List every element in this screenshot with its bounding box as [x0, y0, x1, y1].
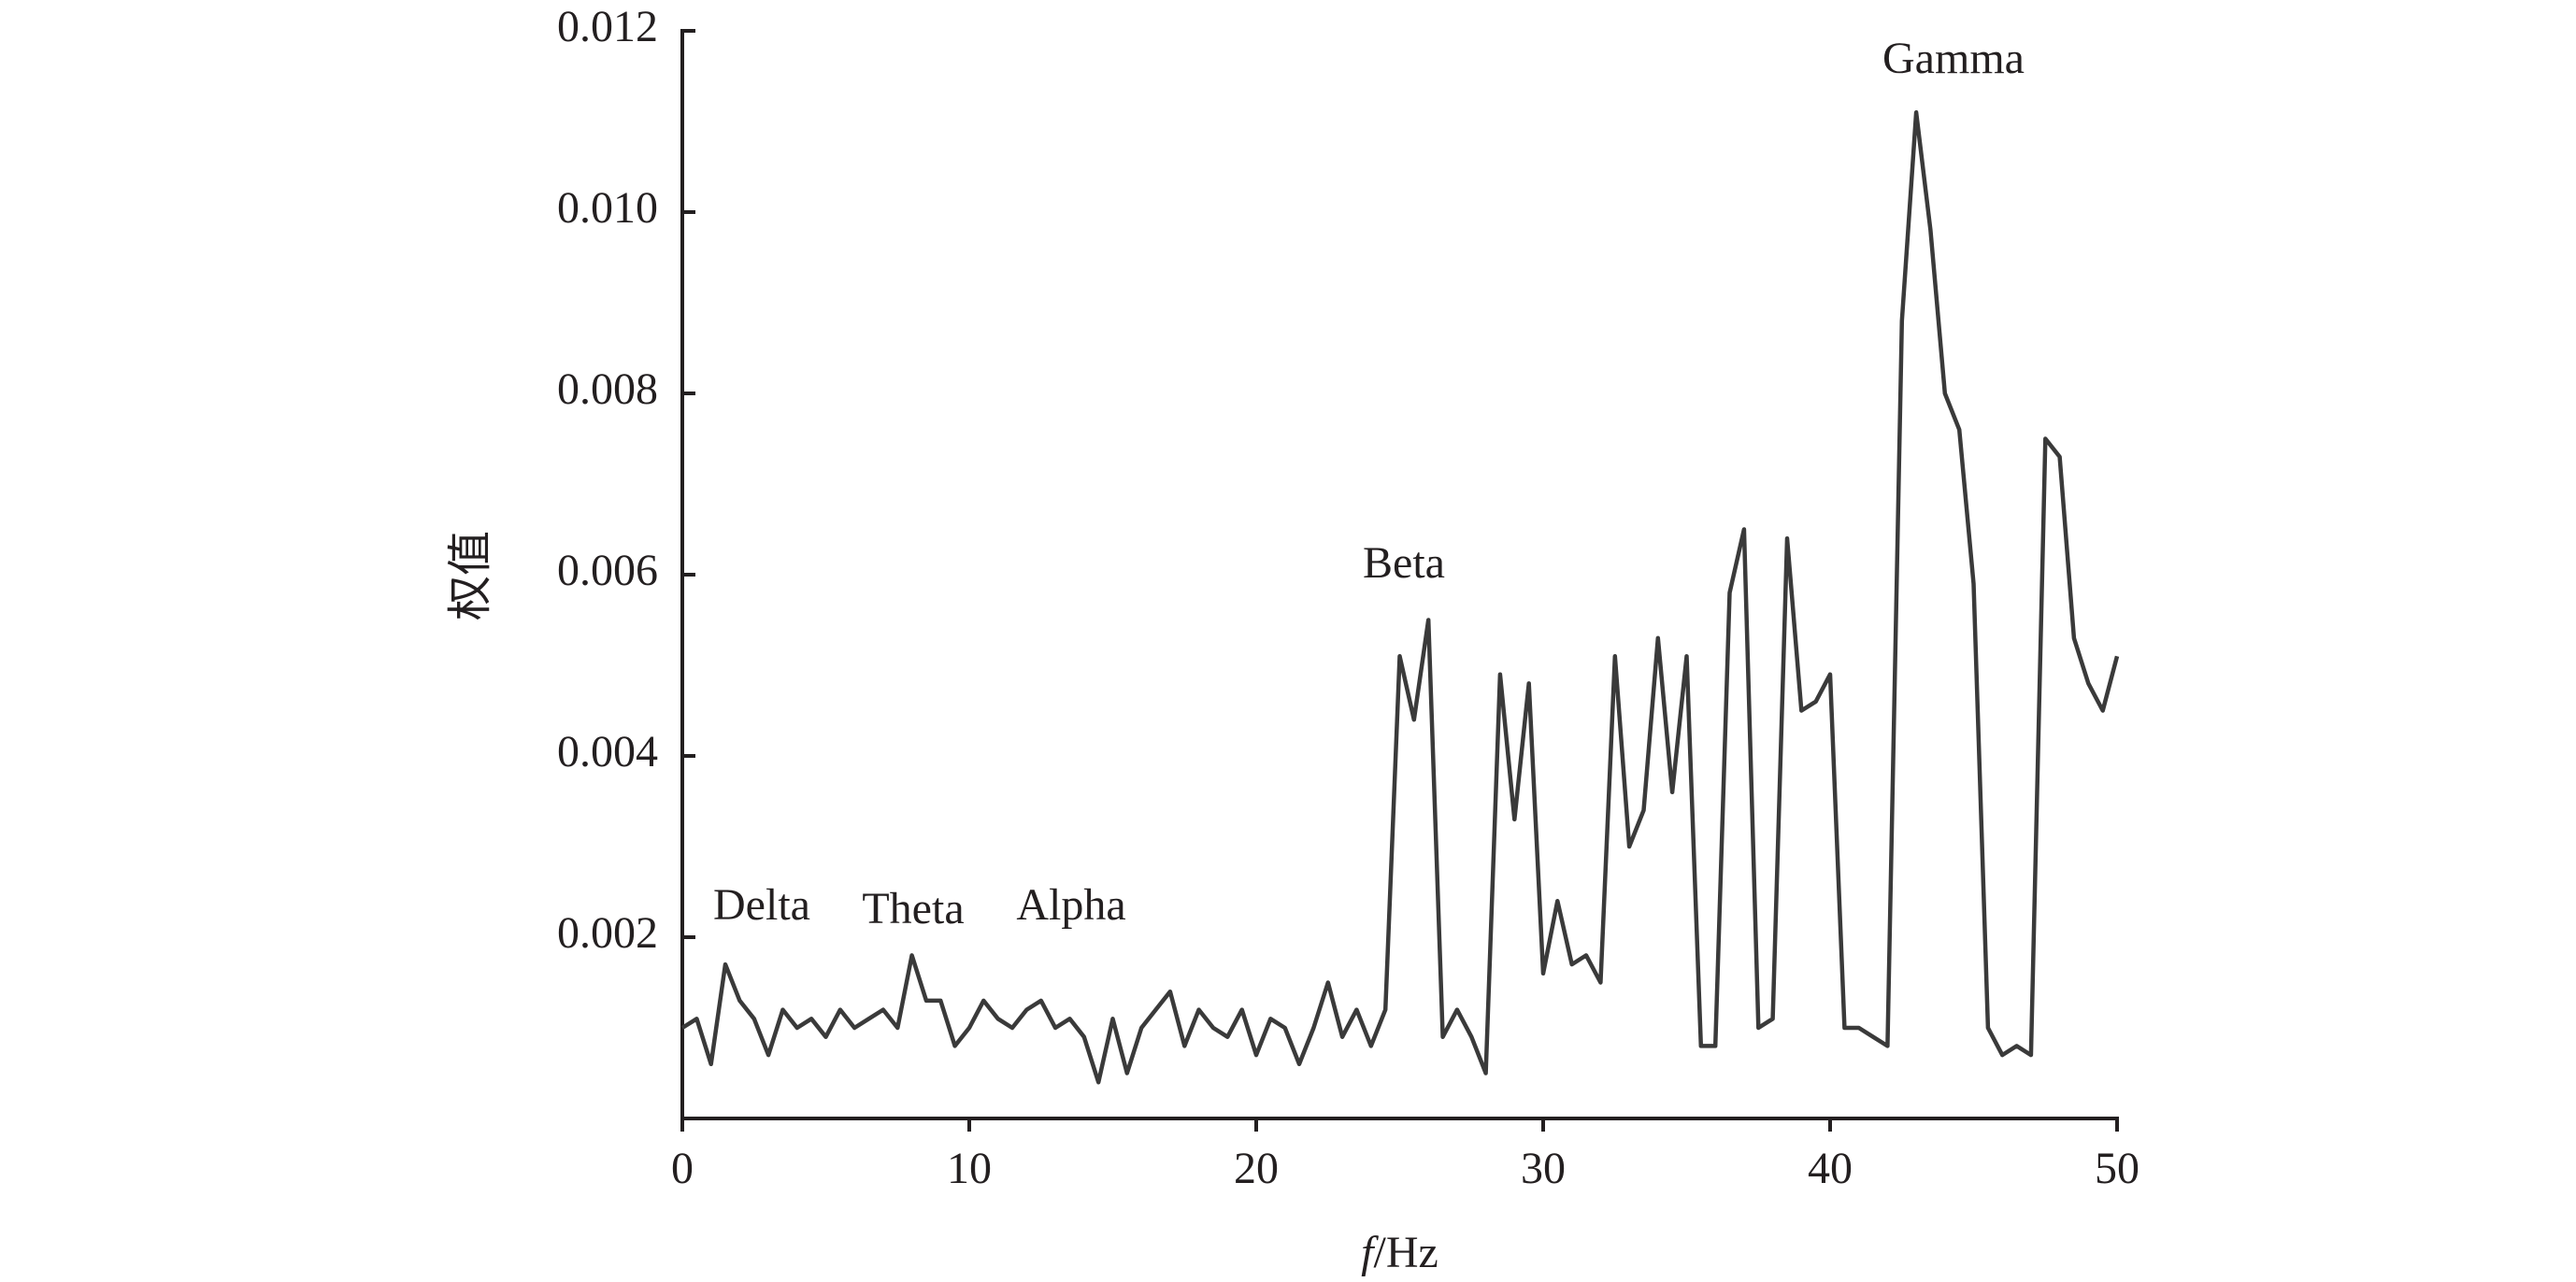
x-tick-label: 30	[1521, 1144, 1566, 1193]
annotation: Theta	[862, 884, 964, 933]
x-tick-label: 10	[947, 1144, 992, 1193]
y-tick-label: 0.002	[557, 908, 658, 958]
annotation: Beta	[1363, 538, 1445, 588]
annotation: Gamma	[1882, 34, 2025, 83]
annotation: Alpha	[1016, 880, 1125, 930]
x-tick-label: 0	[671, 1144, 694, 1193]
y-tick-label: 0.012	[557, 2, 658, 51]
x-tick-label: 20	[1234, 1144, 1279, 1193]
y-tick-label: 0.004	[557, 727, 658, 776]
x-tick-label: 40	[1808, 1144, 1853, 1193]
y-tick-label: 0.006	[557, 546, 658, 595]
y-axis-label: 权值	[446, 531, 495, 620]
data-line	[680, 110, 2120, 1085]
annotation: Delta	[713, 880, 810, 930]
x-axis-label: f/Hz	[1361, 1228, 1438, 1277]
y-tick-label: 0.008	[557, 364, 658, 414]
y-tick-label: 0.010	[557, 183, 658, 233]
x-tick-label: 50	[2095, 1144, 2140, 1193]
